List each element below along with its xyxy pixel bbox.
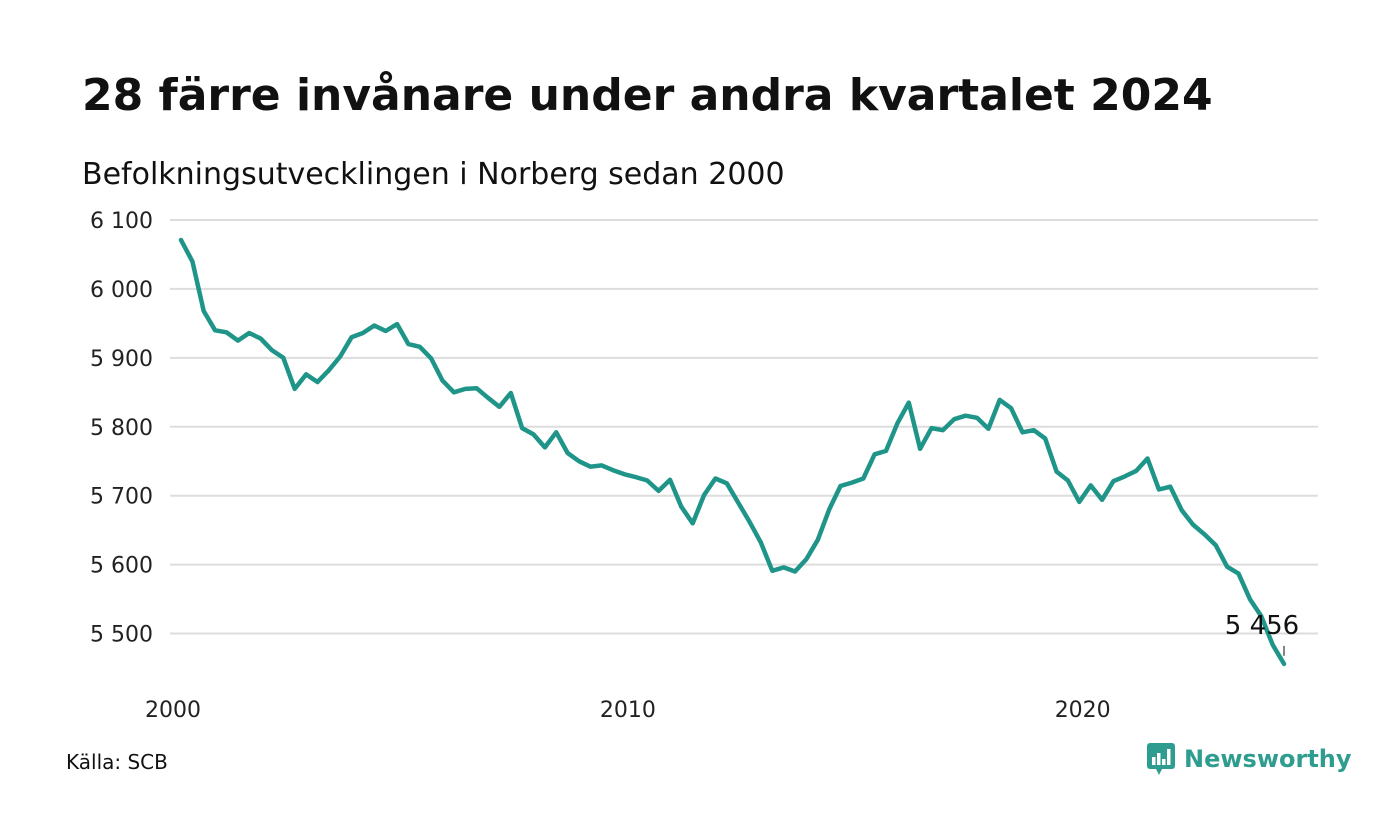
logo-text: Newsworthy <box>1184 745 1352 773</box>
series-group <box>178 237 1287 667</box>
y-tick-label: 6 100 <box>90 209 153 234</box>
y-tick-label: 5 700 <box>90 485 153 510</box>
y-tick-label: 6 000 <box>90 278 153 303</box>
y-tick-label: 5 500 <box>90 623 153 648</box>
source-note: Källa: SCB <box>66 750 168 774</box>
last-value-label: 5 456 <box>1225 611 1299 641</box>
y-tick-label: 5 800 <box>90 416 153 441</box>
y-tick-label: 5 600 <box>90 554 153 579</box>
chart-subtitle: Befolkningsutvecklingen i Norberg sedan … <box>82 157 785 192</box>
y-axis-ticks: 5 500 5 600 5 700 5 800 5 900 6 000 6 100 <box>90 209 153 648</box>
x-axis-ticks: 2000 2010 2020 <box>145 698 1111 723</box>
newsworthy-logo: Newsworthy <box>1146 742 1352 776</box>
x-tick-label: 2000 <box>145 698 201 723</box>
y-tick-label: 5 900 <box>90 347 153 372</box>
last-value-annotation: 5 456 <box>1225 611 1299 656</box>
newsworthy-chart-bubble-icon <box>1147 743 1175 775</box>
x-tick-label: 2020 <box>1055 698 1111 723</box>
population-line <box>178 237 1287 667</box>
gridlines <box>170 219 1318 635</box>
x-tick-label: 2010 <box>600 698 656 723</box>
chart-title: 28 färre invånare under andra kvartalet … <box>82 70 1213 121</box>
